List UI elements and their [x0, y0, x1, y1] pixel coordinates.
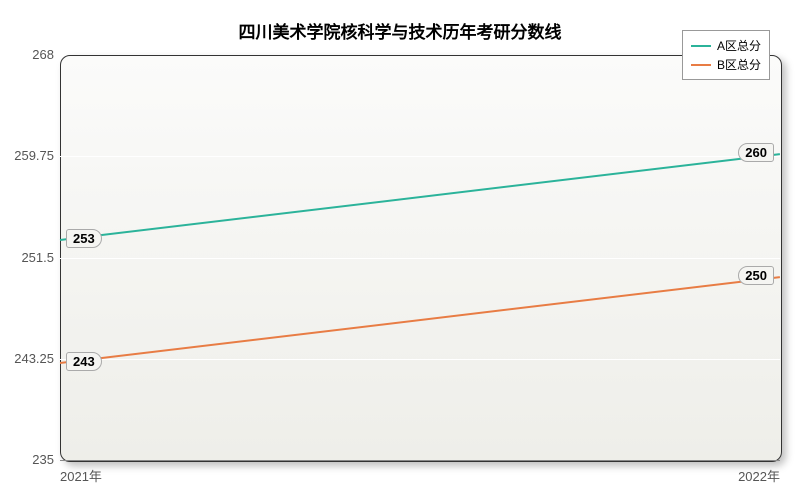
legend: A区总分 B区总分	[682, 30, 770, 80]
y-tick-label: 243.25	[14, 351, 54, 366]
gridline	[60, 359, 780, 360]
chart-container: 四川美术学院核科学与技术历年考研分数线 A区总分 B区总分 235 243.25 2…	[0, 0, 800, 500]
legend-label-b: B区总分	[717, 56, 761, 73]
legend-item-a: A区总分	[691, 37, 761, 54]
y-tick-label: 259.75	[14, 148, 54, 163]
x-tick-label: 2021年	[60, 466, 102, 485]
chart-title: 四川美术学院核科学与技术历年考研分数线	[0, 18, 800, 43]
y-tick-label: 235	[32, 452, 54, 467]
gridline	[60, 258, 780, 259]
data-point-label: 243	[66, 352, 102, 371]
data-point-label: 250	[738, 266, 774, 285]
legend-line-a	[691, 45, 711, 47]
gridline	[60, 156, 780, 157]
y-tick-label: 251.5	[21, 250, 54, 265]
y-tick-label: 268	[32, 47, 54, 62]
legend-label-a: A区总分	[717, 37, 761, 54]
data-point-label: 260	[738, 143, 774, 162]
x-tick-label: 2022年	[738, 466, 780, 485]
x-axis-line	[60, 460, 780, 461]
data-point-label: 253	[66, 229, 102, 248]
legend-line-b	[691, 64, 711, 66]
legend-item-b: B区总分	[691, 56, 761, 73]
chart-background	[60, 55, 782, 462]
